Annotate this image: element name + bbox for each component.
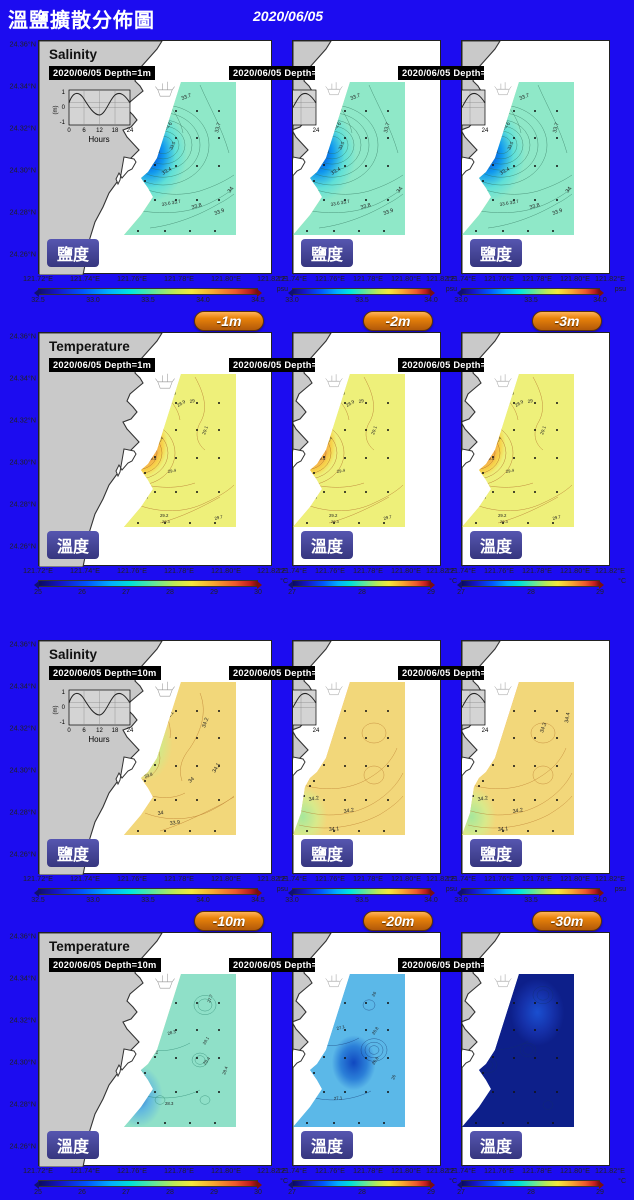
svg-text:29.2: 29.2: [160, 513, 169, 518]
svg-text:24: 24: [313, 728, 320, 734]
svg-text:26.9: 26.9: [306, 1077, 316, 1084]
svg-text:29.5: 29.5: [317, 456, 326, 461]
svg-text:18: 18: [112, 128, 119, 134]
svg-text:-1: -1: [60, 720, 66, 726]
svg-text:29.2: 29.2: [498, 513, 507, 518]
svg-text:24: 24: [482, 128, 489, 134]
svg-text:29.3: 29.3: [331, 519, 340, 524]
svg-text:(m): (m): [53, 106, 59, 115]
svg-text:Hours: Hours: [88, 735, 109, 744]
svg-text:29.1: 29.1: [147, 424, 157, 434]
svg-text:12: 12: [96, 128, 103, 134]
svg-text:29.1: 29.1: [316, 424, 326, 434]
svg-text:34.1: 34.1: [329, 826, 340, 833]
svg-text:(m): (m): [53, 706, 59, 715]
svg-text:18: 18: [112, 728, 119, 734]
svg-text:29.5: 29.5: [486, 456, 495, 461]
svg-text:26.9: 26.9: [316, 1001, 326, 1011]
svg-text:24: 24: [127, 128, 134, 134]
svg-text:28.3: 28.3: [165, 1101, 174, 1106]
svg-text:33: 33: [155, 149, 160, 154]
svg-text:33.9: 33.9: [483, 161, 492, 166]
svg-text:24: 24: [313, 128, 320, 134]
svg-text:27.8: 27.8: [142, 1004, 152, 1014]
svg-text:29.2: 29.2: [329, 513, 338, 518]
svg-text:24: 24: [482, 728, 489, 734]
svg-text:29.3: 29.3: [500, 519, 509, 524]
svg-text:29.1: 29.1: [485, 424, 495, 434]
svg-text:33: 33: [324, 149, 329, 154]
svg-text:12: 12: [96, 728, 103, 734]
svg-text:34: 34: [157, 810, 164, 817]
svg-text:Hours: Hours: [88, 135, 109, 144]
svg-text:29.5: 29.5: [148, 456, 157, 461]
svg-text:33.9: 33.9: [145, 161, 154, 166]
svg-text:24: 24: [127, 728, 134, 734]
svg-text:34.1: 34.1: [498, 826, 509, 833]
svg-text:34.1: 34.1: [137, 798, 149, 806]
svg-text:27.1: 27.1: [334, 1095, 343, 1101]
svg-text:33: 33: [493, 149, 498, 154]
svg-text:33.9: 33.9: [314, 161, 323, 166]
svg-text:29.3: 29.3: [162, 519, 171, 524]
svg-text:-1: -1: [60, 120, 66, 126]
